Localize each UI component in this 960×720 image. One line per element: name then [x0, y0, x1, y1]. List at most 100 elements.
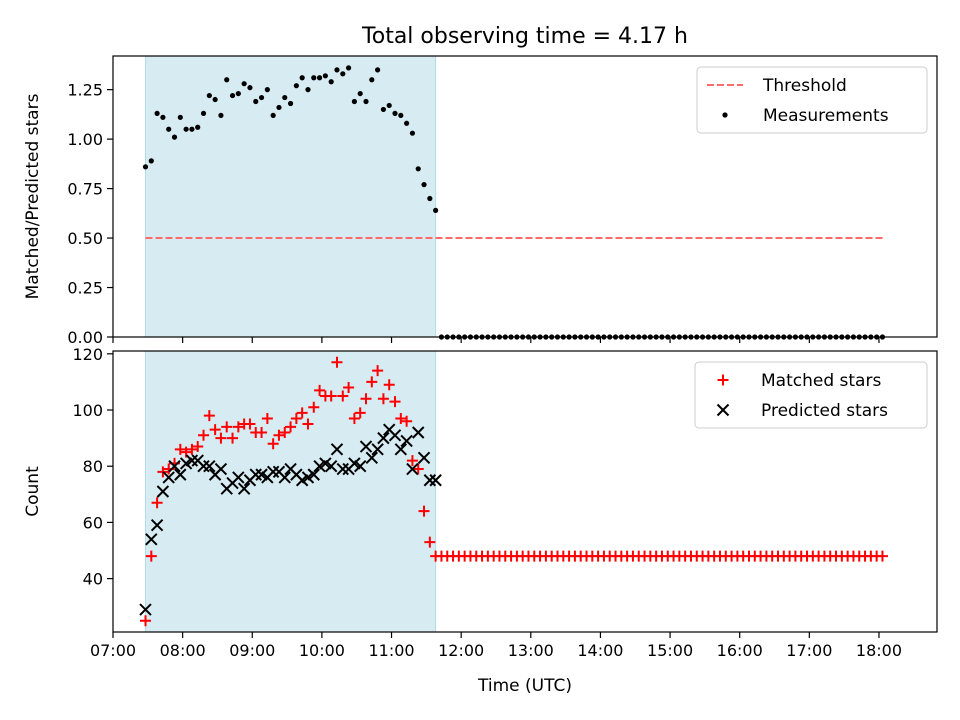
data-point — [156, 485, 170, 498]
data-point — [154, 110, 160, 116]
data-point — [424, 536, 436, 548]
data-point — [415, 166, 421, 172]
legend-label: Measurements — [763, 106, 889, 126]
x-tick-label: 11:00 — [368, 641, 414, 660]
data-point — [237, 482, 251, 495]
data-point — [388, 429, 402, 442]
data-point — [227, 432, 239, 444]
data-point — [389, 396, 401, 408]
x-tick-label: 09:00 — [229, 641, 275, 660]
data-point — [398, 112, 404, 118]
data-point — [409, 130, 416, 136]
data-point — [285, 421, 297, 433]
data-point — [276, 104, 282, 111]
data-point — [417, 451, 431, 464]
y-tick-label: 0.00 — [67, 328, 103, 347]
data-point — [357, 90, 363, 97]
y-tick-label: 60 — [83, 513, 103, 532]
data-point — [270, 112, 276, 118]
data-point — [337, 390, 349, 402]
y-tick-label: 40 — [83, 570, 103, 589]
y-tick-label: 0.25 — [67, 279, 103, 298]
data-point — [200, 110, 207, 116]
data-point — [206, 92, 212, 99]
axes-frame — [112, 55, 938, 338]
data-point — [148, 158, 154, 164]
legend-label: Threshold — [762, 76, 847, 96]
data-point — [174, 468, 187, 481]
data-point — [139, 615, 151, 627]
data-point — [287, 100, 294, 107]
data-point — [241, 81, 247, 87]
y-axis-label: Count — [23, 466, 43, 517]
data-point — [214, 462, 228, 476]
legend-label: Predicted stars — [761, 401, 888, 421]
data-point — [360, 393, 372, 405]
data-point — [392, 110, 398, 116]
x-axis-label: Time (UTC) — [477, 676, 572, 696]
data-point — [247, 85, 253, 91]
data-point — [328, 79, 334, 85]
y-tick-label: 1.25 — [67, 81, 103, 100]
observing-window — [144, 350, 437, 633]
data-point — [365, 451, 379, 464]
y-tick-label: 100 — [72, 401, 103, 420]
data-point — [302, 418, 314, 430]
data-point — [264, 87, 270, 93]
data-point — [266, 465, 280, 479]
data-point — [185, 454, 199, 467]
series-matched-stars — [139, 356, 888, 627]
data-point — [322, 73, 328, 79]
x-tick-label: 08:00 — [160, 641, 206, 660]
x-tick-label: 10:00 — [299, 641, 345, 660]
data-point — [372, 365, 384, 377]
data-point — [261, 412, 273, 424]
top-panel: 0.00 0.25 0.50 0.75 1.00 1.25 Matched/Predicte… — [23, 55, 938, 347]
legend-marker — [717, 374, 729, 386]
data-point — [256, 426, 268, 438]
data-point — [203, 410, 215, 422]
data-point — [145, 533, 158, 546]
data-point — [343, 382, 355, 394]
legend: Matched stars Predicted stars — [694, 361, 928, 429]
data-point — [189, 126, 195, 132]
data-point — [307, 468, 320, 481]
data-point — [334, 67, 340, 73]
data-point — [433, 207, 439, 213]
data-point — [383, 379, 395, 391]
data-point — [412, 463, 424, 475]
data-point — [331, 356, 343, 368]
data-point — [150, 519, 164, 532]
data-point — [203, 460, 216, 473]
data-point — [423, 474, 437, 487]
data-point — [348, 412, 360, 424]
data-point — [401, 415, 413, 427]
data-point — [340, 71, 346, 77]
x-tick-label: 13:00 — [508, 641, 554, 660]
data-point — [221, 421, 233, 433]
data-point — [421, 182, 427, 188]
data-point — [145, 550, 157, 562]
data-point — [369, 77, 375, 83]
data-point — [324, 460, 338, 473]
data-point — [197, 460, 210, 473]
data-point — [186, 443, 198, 455]
data-point — [171, 134, 178, 140]
data-point — [139, 603, 152, 616]
data-point — [427, 195, 433, 202]
data-point — [157, 466, 169, 478]
data-point — [183, 126, 189, 132]
data-point — [142, 164, 149, 170]
data-point — [353, 460, 367, 473]
y-tick-label: 80 — [83, 457, 103, 476]
data-point — [336, 462, 349, 476]
legend: Threshold Measurements — [696, 66, 928, 134]
data-point — [429, 474, 442, 487]
y-tick-label: 0.75 — [67, 180, 103, 199]
data-point — [418, 505, 430, 517]
data-point — [258, 94, 265, 101]
data-point — [253, 98, 259, 105]
y-tick-label: 0.50 — [67, 229, 103, 248]
data-point — [177, 114, 183, 120]
